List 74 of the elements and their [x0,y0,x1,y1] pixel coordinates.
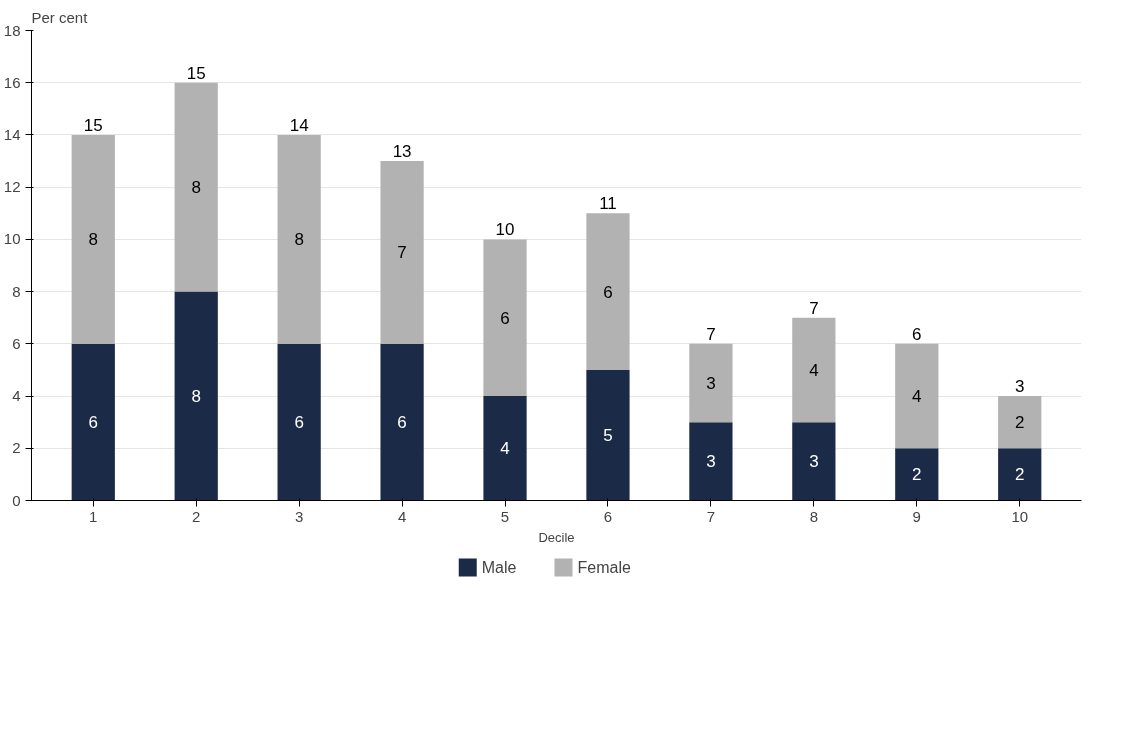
data-label: 8 [191,178,201,198]
bar [689,343,733,423]
data-label: 6 [88,413,99,433]
legend-label: Female [577,559,631,576]
y-tick-label: 14 [3,125,21,143]
y-tick-label: 0 [12,491,21,509]
bar [71,343,115,501]
total-label: 10 [495,220,515,240]
y-tick-label: 2 [12,439,21,457]
data-label: 2 [1015,413,1025,433]
bar [71,134,115,344]
total-label: 15 [83,115,103,135]
bar [586,369,630,501]
data-label: 2 [912,465,922,485]
total-label: 7 [809,298,819,318]
total-label: 7 [706,324,716,344]
x-tick-label: 1 [89,507,98,525]
x-tick-label: 4 [397,507,407,525]
bar [380,161,424,344]
total-label: 3 [1015,377,1025,397]
y-tick-label: 8 [12,282,21,300]
y-tick-label: 6 [12,334,21,352]
y-tick-label: 12 [3,178,21,196]
bar [483,239,527,397]
bar [895,343,939,449]
data-label: 5 [603,426,613,446]
y-tick-label: 18 [3,21,21,39]
bar [689,422,733,501]
bar [174,82,218,292]
bar [483,396,527,501]
x-axis-title: Decile [538,529,575,545]
data-label: 3 [706,452,716,472]
data-label: 6 [294,413,304,433]
total-label: 11 [599,194,617,214]
y-tick-label: 4 [12,387,21,405]
legend-label: Male [481,559,517,576]
bar [895,448,939,501]
data-label: 6 [397,413,407,433]
data-label: 2 [1015,465,1025,485]
y-axis-title: Per cent [31,8,89,26]
y-tick-label: 10 [3,230,21,248]
data-label: 3 [706,374,716,393]
data-label: 4 [912,387,922,407]
total-label: 13 [392,142,412,162]
total-label: 15 [186,63,206,83]
bar [277,134,321,344]
x-tick-label: 7 [706,507,716,525]
data-label: 7 [397,243,407,263]
x-tick-label: 10 [1011,507,1029,525]
bar [998,396,1042,449]
y-tick-label: 16 [3,73,21,91]
x-tick-label: 5 [500,507,510,525]
x-tick-label: 8 [809,507,819,525]
total-label: 14 [289,115,309,135]
data-label: 4 [809,360,819,380]
bar [380,343,424,501]
data-label: 8 [191,387,201,407]
bar [277,343,321,501]
x-tick-label: 9 [912,507,921,525]
total-label: 6 [912,324,922,344]
data-label: 8 [88,230,99,250]
data-label: 4 [500,439,510,459]
data-label: 6 [603,282,613,302]
x-tick-label: 2 [192,507,201,525]
bar [174,291,218,501]
x-tick-label: 3 [294,507,304,525]
bar [998,448,1042,501]
data-label: 3 [809,452,819,472]
data-label: 8 [294,230,304,250]
bar [792,422,836,501]
x-tick-label: 6 [603,507,613,525]
bar [586,213,630,370]
data-label: 6 [500,308,510,328]
bar [792,317,836,423]
